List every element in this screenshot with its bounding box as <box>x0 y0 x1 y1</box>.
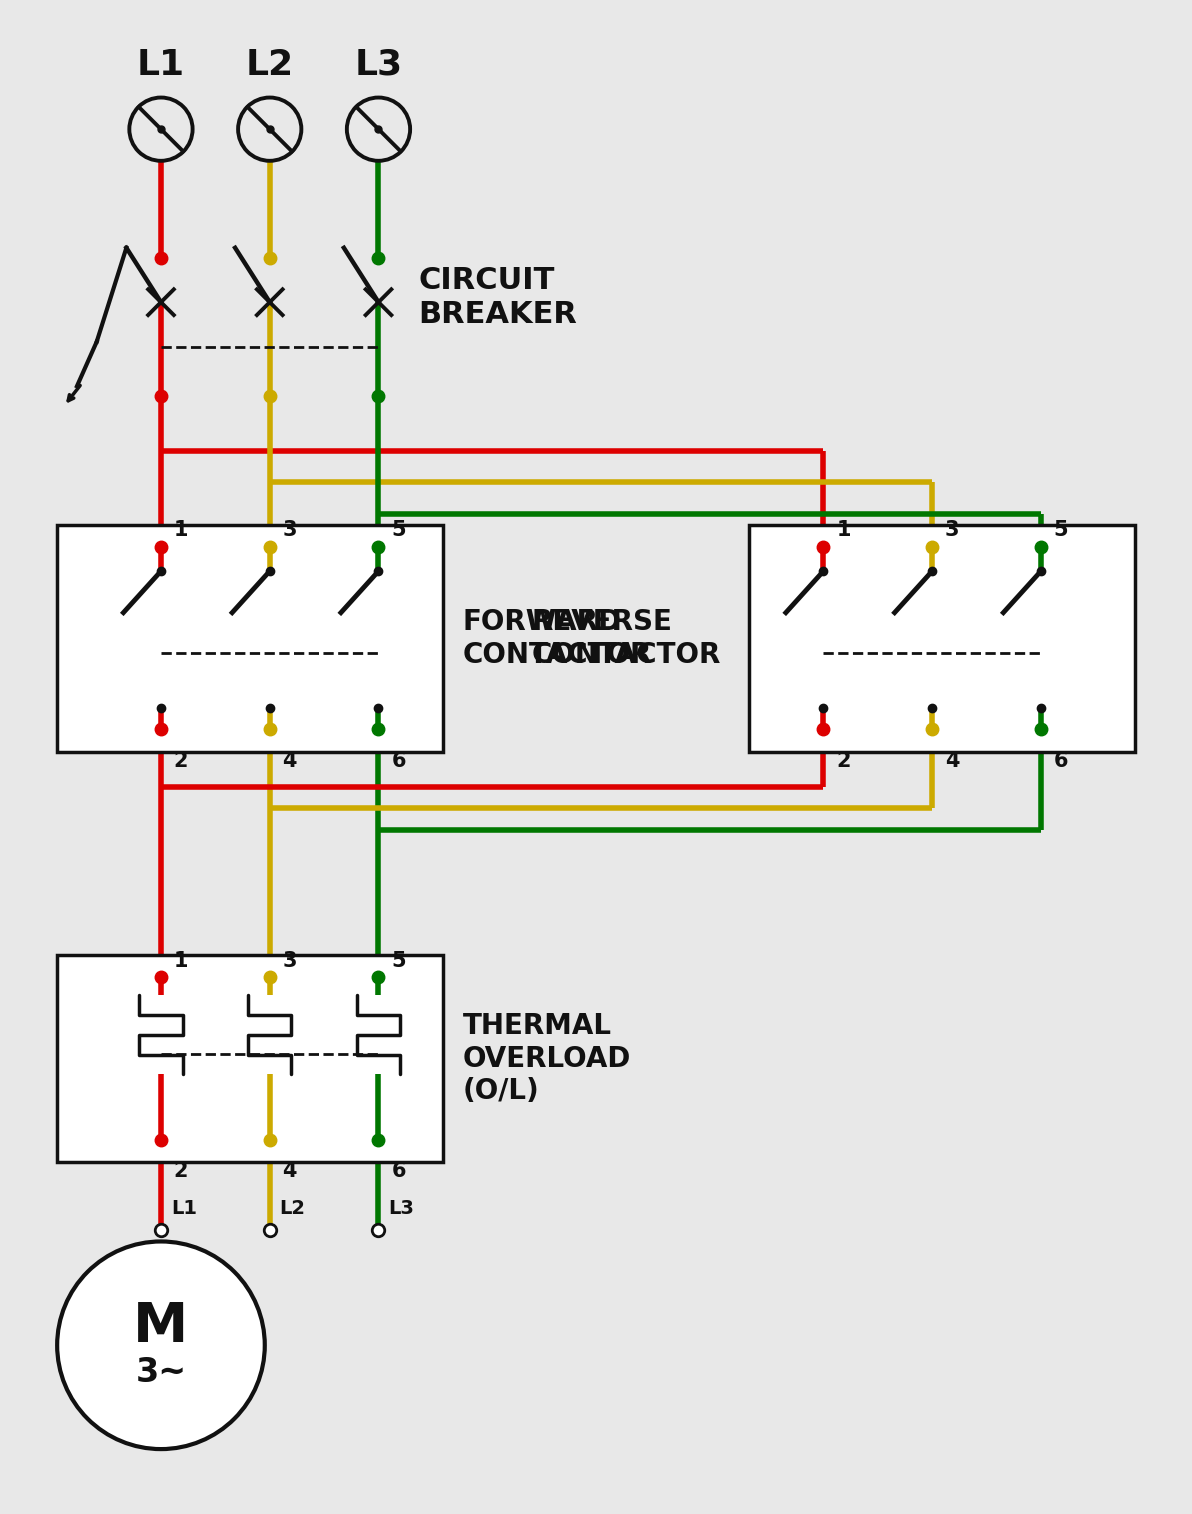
Circle shape <box>57 1241 265 1449</box>
Text: 5: 5 <box>391 951 406 970</box>
Text: THERMAL
OVERLOAD
(O/L): THERMAL OVERLOAD (O/L) <box>462 1013 631 1105</box>
Text: 4: 4 <box>283 751 297 771</box>
Bar <box>57 525 442 752</box>
Text: 2: 2 <box>174 751 188 771</box>
Text: 3: 3 <box>945 521 960 540</box>
Text: 6: 6 <box>1054 751 1068 771</box>
Text: REVERSE
CONTACTOR: REVERSE CONTACTOR <box>532 609 721 669</box>
Text: L3: L3 <box>389 1199 415 1217</box>
Text: 1: 1 <box>174 521 188 540</box>
Text: M: M <box>134 1301 188 1355</box>
Text: 1: 1 <box>837 521 851 540</box>
Text: 4: 4 <box>283 1161 297 1181</box>
Text: 5: 5 <box>391 521 406 540</box>
Text: FORWARD
CONTACTOR: FORWARD CONTACTOR <box>462 609 652 669</box>
Text: L1: L1 <box>170 1199 197 1217</box>
Text: 3~: 3~ <box>136 1357 186 1390</box>
Text: L1: L1 <box>137 48 185 82</box>
Text: 2: 2 <box>837 751 851 771</box>
Text: 2: 2 <box>174 1161 188 1181</box>
Text: 3: 3 <box>283 951 297 970</box>
Text: 1: 1 <box>174 951 188 970</box>
Text: CIRCUIT
BREAKER: CIRCUIT BREAKER <box>418 266 577 329</box>
Text: 6: 6 <box>391 1161 405 1181</box>
Text: 4: 4 <box>945 751 960 771</box>
Text: 3: 3 <box>283 521 297 540</box>
Text: L2: L2 <box>280 1199 305 1217</box>
Bar <box>750 525 1135 752</box>
Text: 6: 6 <box>391 751 405 771</box>
Text: L2: L2 <box>246 48 293 82</box>
Text: L3: L3 <box>354 48 403 82</box>
Text: 5: 5 <box>1054 521 1068 540</box>
Bar <box>57 955 442 1163</box>
